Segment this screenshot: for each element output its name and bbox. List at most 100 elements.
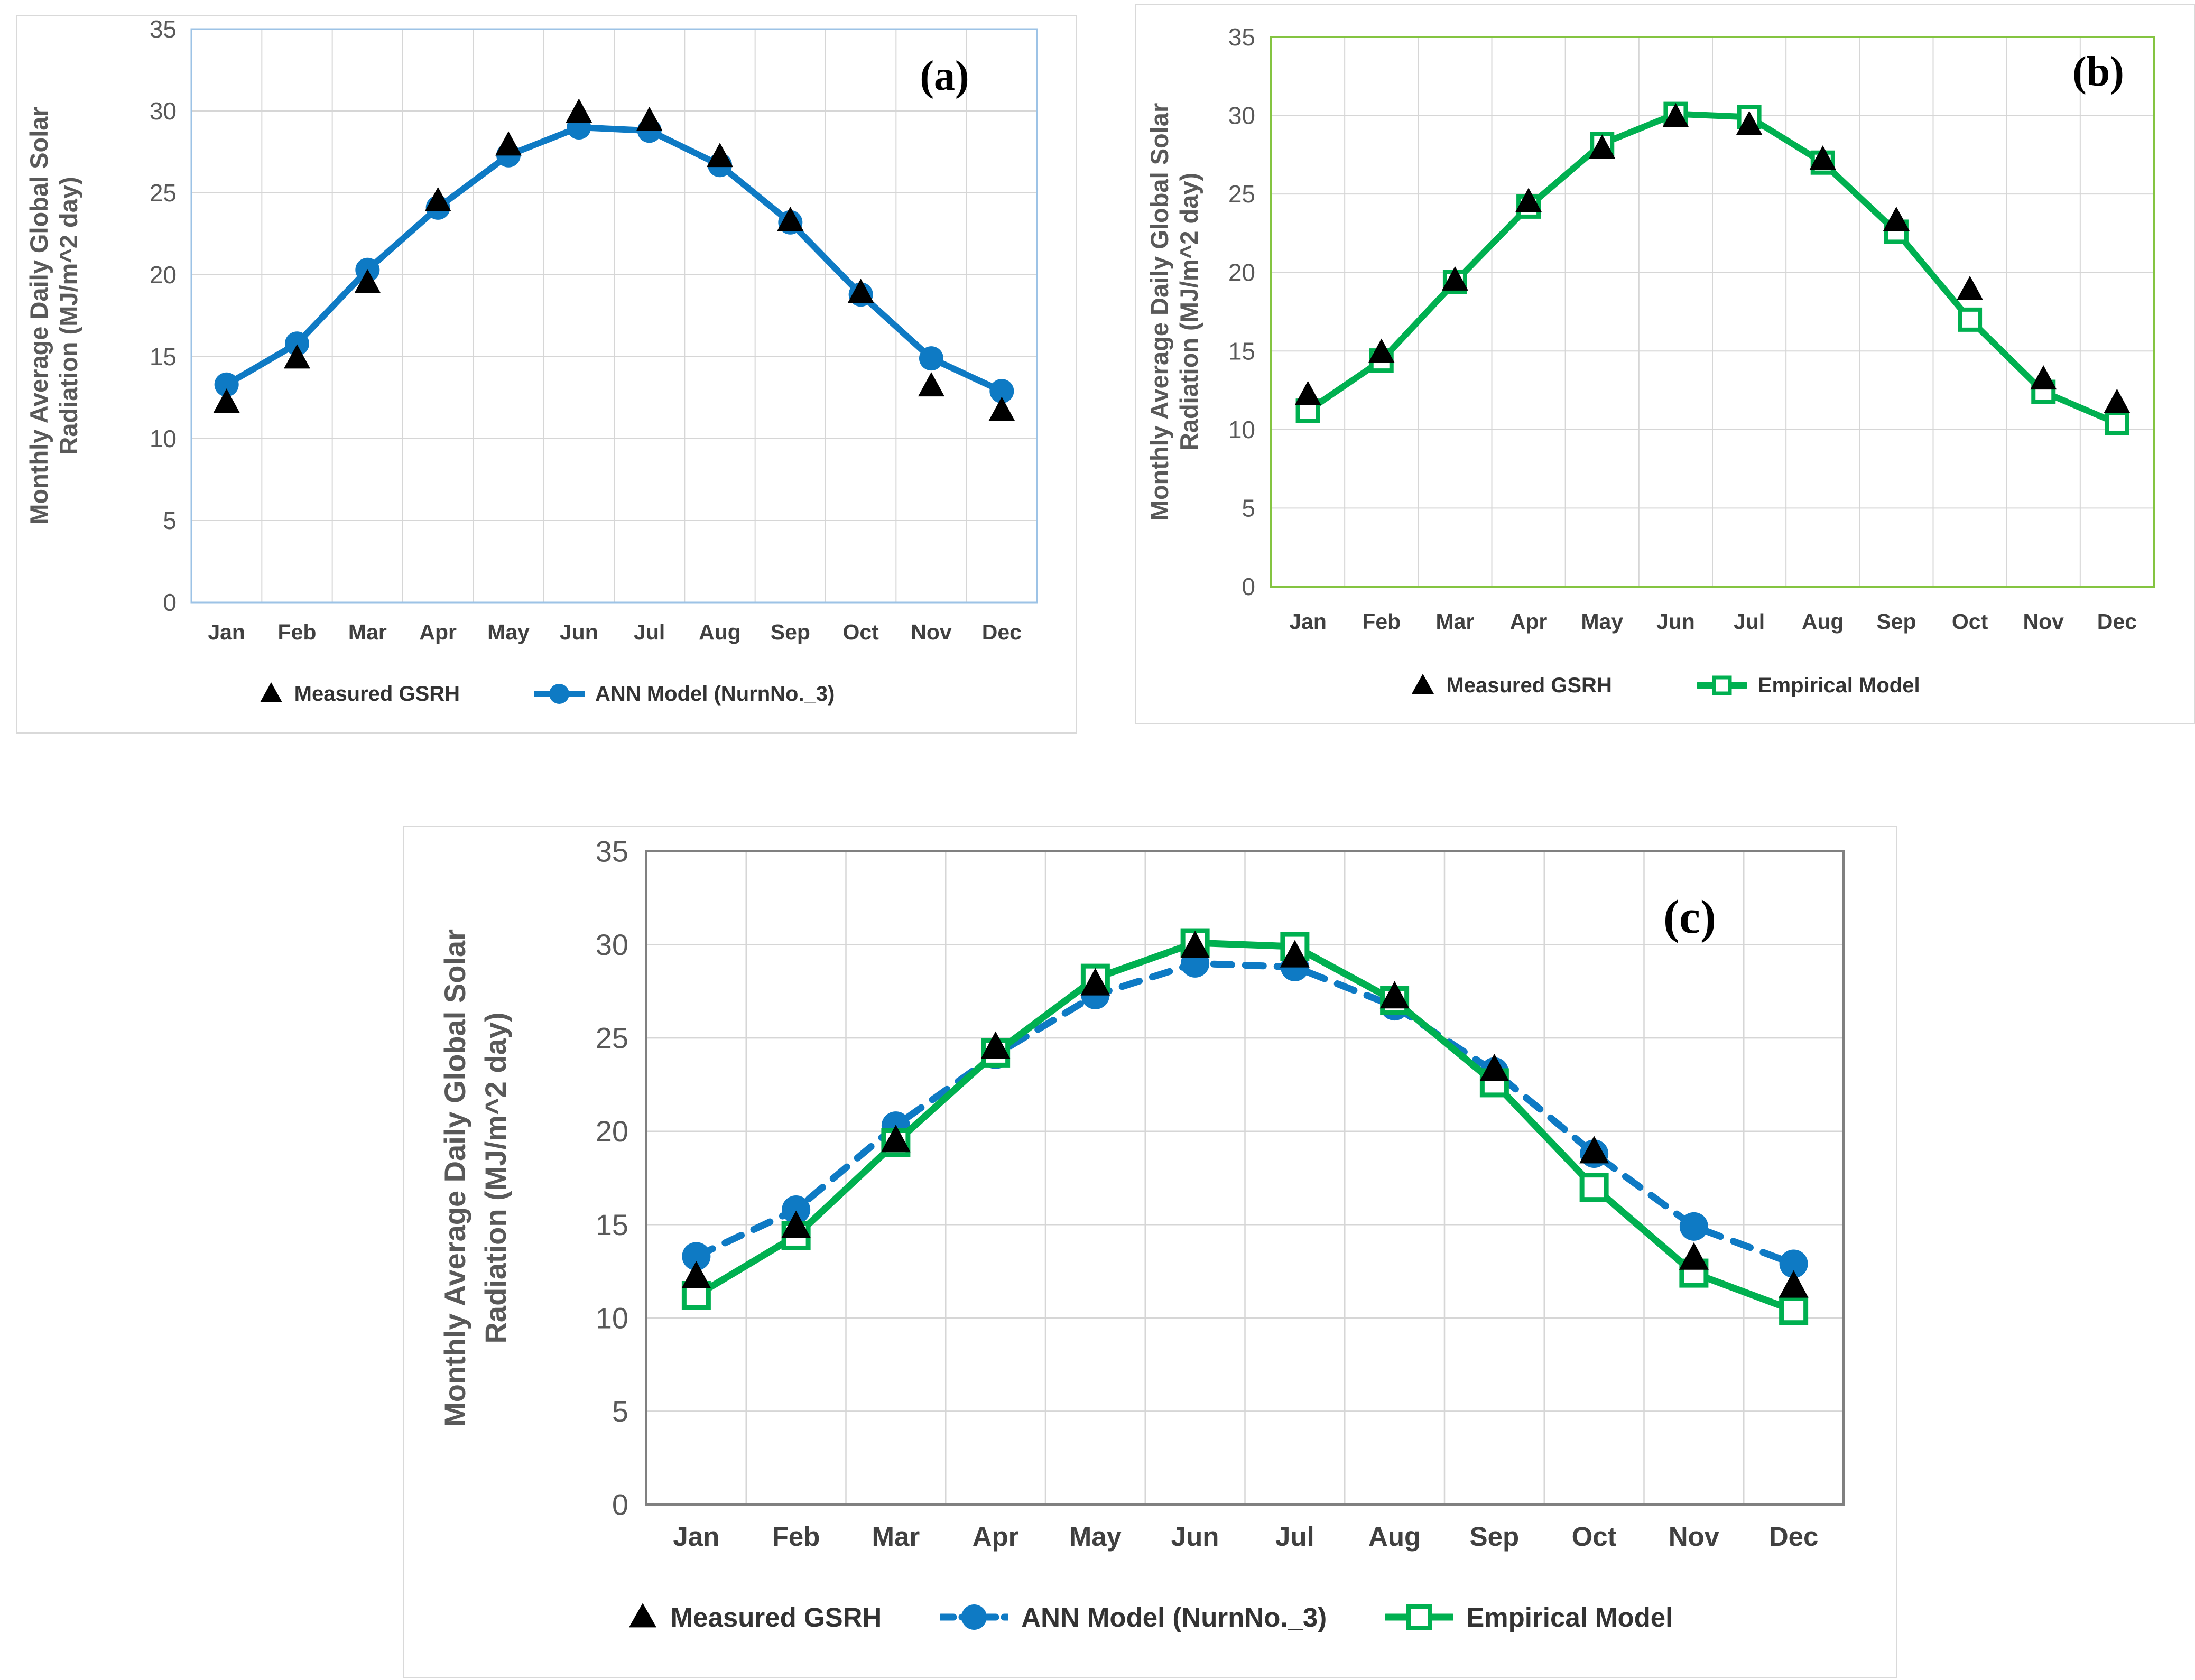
triangle-marker xyxy=(1736,110,1763,135)
x-tick-label: May xyxy=(1581,609,1623,634)
y-axis-title-line1: Monthly Average Daily Global Solar xyxy=(25,107,53,525)
circle-marker xyxy=(214,372,239,397)
circle-marker xyxy=(782,1195,811,1224)
x-tick-label: Mar xyxy=(872,1521,920,1552)
chart-a-svg: 0 5 10 15 20 25 30 35 Jan Feb Mar Apr May Jun Jul Aug Se… xyxy=(25,16,1038,644)
x-tick-label: Jun xyxy=(560,620,598,644)
x-tick-label: Mar xyxy=(348,620,387,644)
x-tick-label: May xyxy=(487,620,530,644)
x-tick-label: Feb xyxy=(278,620,317,644)
y-axis-ticks: 0 5 10 15 20 25 30 35 xyxy=(150,16,177,616)
y-tick-label: 25 xyxy=(150,179,177,207)
x-axis-labels: Jan Feb Mar Apr May Jun Jul Aug Sep Oct Nov Dec xyxy=(208,620,1022,644)
x-tick-label: Jun xyxy=(1171,1521,1219,1552)
triangle-marker xyxy=(2030,365,2057,390)
legend-label: Measured GSRH xyxy=(670,1602,882,1632)
y-tick-label: 35 xyxy=(150,16,177,43)
panel-a: 0 5 10 15 20 25 30 35 Jan Feb Mar Apr May Jun Jul Aug Se… xyxy=(16,15,1077,734)
x-tick-label: Jan xyxy=(673,1521,719,1552)
triangle-marker xyxy=(918,372,944,397)
x-tick-label: Oct xyxy=(1952,609,1988,634)
triangle-marker xyxy=(707,143,733,168)
x-tick-label: Nov xyxy=(911,620,952,644)
y-tick-label: 20 xyxy=(150,261,177,289)
y-tick-label: 0 xyxy=(163,589,177,616)
triangle-marker xyxy=(1589,134,1616,159)
x-tick-label: Apr xyxy=(1510,609,1548,634)
legend-label: Empirical Model xyxy=(1757,673,1920,697)
gridlines xyxy=(646,851,1844,1505)
y-tick-label: 10 xyxy=(596,1301,628,1334)
chart-c: 0 5 10 15 20 25 30 35 Jan Feb Mar Apr May Jun Jul Aug Se… xyxy=(404,827,1896,1677)
x-axis-labels: Jan Feb Mar Apr May Jun Jul Aug Sep Oct Nov Dec xyxy=(673,1521,1818,1552)
y-tick-label: 10 xyxy=(150,425,177,452)
triangle-marker xyxy=(1679,1242,1709,1270)
x-tick-label: Mar xyxy=(1435,609,1474,634)
legend-line-circle-icon xyxy=(940,1604,1009,1630)
triangle-marker xyxy=(1280,940,1310,968)
legend-item-measured-gsrh: Measured GSRH xyxy=(627,1602,882,1633)
triangle-marker xyxy=(1809,145,1836,170)
circle-marker xyxy=(1779,1249,1808,1278)
legend-label: Empirical Model xyxy=(1466,1602,1673,1632)
legend-item-measured-gsrh: Measured GSRH xyxy=(258,682,460,706)
triangle-marker xyxy=(881,1125,911,1153)
y-tick-label: 30 xyxy=(150,97,177,125)
y-tick-label: 15 xyxy=(596,1208,628,1241)
legend-line-square-icon xyxy=(1385,1604,1454,1630)
legend-label: Measured GSRH xyxy=(294,682,460,706)
square-marker xyxy=(2105,411,2129,435)
triangle-marker xyxy=(1515,188,1542,212)
legend-triangle-icon xyxy=(1412,673,1434,694)
legend-item-ann-model-nurnno-3-: ANN Model (NurnNo._3) xyxy=(940,1602,1327,1633)
chart-a: 0 5 10 15 20 25 30 35 Jan Feb Mar Apr May Jun Jul Aug Se… xyxy=(17,16,1076,732)
legend-label: ANN Model (NurnNo._3) xyxy=(595,682,835,706)
legend-c: Measured GSRH ANN Model (NurnNo._3) Empiri… xyxy=(404,1596,1896,1638)
triangle-marker xyxy=(1441,266,1468,291)
y-axis-title-line2: Radiation (MJ/m^2 day) xyxy=(54,177,82,454)
x-tick-label: Jul xyxy=(1275,1521,1314,1552)
triangle-marker xyxy=(1294,380,1321,405)
x-tick-label: Oct xyxy=(842,620,879,644)
y-axis-title-line2: Radiation (MJ/m^2 day) xyxy=(479,1012,512,1343)
y-tick-label: 20 xyxy=(596,1115,628,1148)
series-line xyxy=(692,960,1798,1267)
x-tick-label: Apr xyxy=(973,1521,1019,1552)
triangle-marker xyxy=(1957,275,1984,300)
gridlines xyxy=(1271,37,2154,587)
y-tick-label: 30 xyxy=(596,928,628,961)
y-axis-ticks: 0 5 10 15 20 25 30 35 xyxy=(596,835,628,1521)
y-tick-label: 5 xyxy=(1242,494,1255,522)
chart-b: 0 5 10 15 20 25 30 35 Jan Feb Mar Apr May Jun Jul Aug Se… xyxy=(1136,5,2194,723)
y-axis-ticks: 0 5 10 15 20 25 30 35 xyxy=(1228,23,1255,600)
x-tick-label: Aug xyxy=(699,620,741,644)
legend-label: ANN Model (NurnNo._3) xyxy=(1021,1602,1327,1632)
legend-label: Measured GSRH xyxy=(1446,673,1612,697)
square-marker xyxy=(1958,307,1983,332)
x-tick-label: Jun xyxy=(1656,609,1695,634)
x-tick-label: Dec xyxy=(982,620,1022,644)
panel-letter-c: (c) xyxy=(1663,891,1716,943)
triangle-marker xyxy=(980,1031,1011,1059)
y-tick-label: 25 xyxy=(596,1022,628,1055)
triangle-marker xyxy=(2104,388,2131,413)
circle-marker xyxy=(285,331,309,356)
x-tick-label: Apr xyxy=(419,620,457,644)
x-tick-label: Jul xyxy=(1734,609,1765,634)
square-marker xyxy=(1579,1173,1609,1202)
legend-item-empirical-model: Empirical Model xyxy=(1696,673,1920,698)
y-tick-label: 5 xyxy=(163,507,177,534)
triangle-marker xyxy=(1479,1054,1509,1082)
x-tick-label: Oct xyxy=(1572,1521,1617,1552)
triangle-marker xyxy=(781,1210,811,1238)
chart-c-svg: 0 5 10 15 20 25 30 35 Jan Feb Mar Apr May Jun Jul Aug Se… xyxy=(438,835,1845,1552)
plot-border xyxy=(1270,36,2155,588)
triangle-marker xyxy=(1662,103,1689,127)
x-tick-label: Jul xyxy=(634,620,665,644)
y-tick-label: 35 xyxy=(596,835,628,868)
x-tick-label: May xyxy=(1069,1521,1122,1552)
series-measured-gsrh xyxy=(213,98,1015,421)
triangle-marker xyxy=(1379,981,1410,1009)
legend-item-measured-gsrh: Measured GSRH xyxy=(1410,673,1612,698)
legend-line-square-icon xyxy=(1696,675,1747,695)
